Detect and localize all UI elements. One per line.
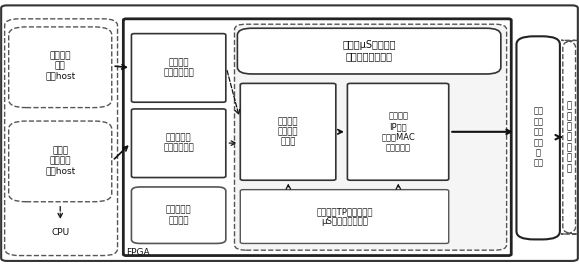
Text: 普通报文
控制
主机host: 普通报文 控制 主机host [45,51,75,81]
FancyBboxPatch shape [237,28,501,74]
FancyBboxPatch shape [516,36,560,239]
Text: 普通数据
控制接口模块: 普通数据 控制接口模块 [163,58,195,77]
FancyBboxPatch shape [347,83,449,180]
FancyBboxPatch shape [1,5,578,261]
Text: 自适应μS级高精度
硬件时序控制模块: 自适应μS级高精度 硬件时序控制模块 [343,40,396,61]
Text: FPGA: FPGA [126,248,150,257]
FancyBboxPatch shape [9,27,112,108]
FancyBboxPatch shape [234,24,507,250]
FancyBboxPatch shape [9,121,112,202]
FancyBboxPatch shape [123,19,511,256]
FancyBboxPatch shape [5,19,118,256]
Text: 帧数据控制
接口模块: 帧数据控制 接口模块 [166,206,192,225]
Text: 高速
以太
网通
信接
口
模块: 高速 以太 网通 信接 口 模块 [533,107,544,168]
FancyBboxPatch shape [131,34,226,102]
Text: 采样值
报文控制
主机host: 采样值 报文控制 主机host [45,146,75,176]
Text: CPU: CPU [51,228,69,237]
FancyBboxPatch shape [131,187,226,243]
Text: 发
送
以
太
网
报
文: 发 送 以 太 网 报 文 [567,101,571,173]
Text: 基于硬件TP核的自适应
μS级硬件时钟模块: 基于硬件TP核的自适应 μS级硬件时钟模块 [316,207,373,226]
FancyBboxPatch shape [131,109,226,178]
Text: 基于硬件
IP核的
以太网MAC
控制器模块: 基于硬件 IP核的 以太网MAC 控制器模块 [382,112,415,152]
Text: 以太网帧
发布控制
机模块: 以太网帧 发布控制 机模块 [278,117,299,147]
FancyBboxPatch shape [240,190,449,243]
FancyBboxPatch shape [561,40,577,234]
FancyBboxPatch shape [240,83,336,180]
Text: 采样值数据
控制接口模块: 采样值数据 控制接口模块 [163,133,195,153]
